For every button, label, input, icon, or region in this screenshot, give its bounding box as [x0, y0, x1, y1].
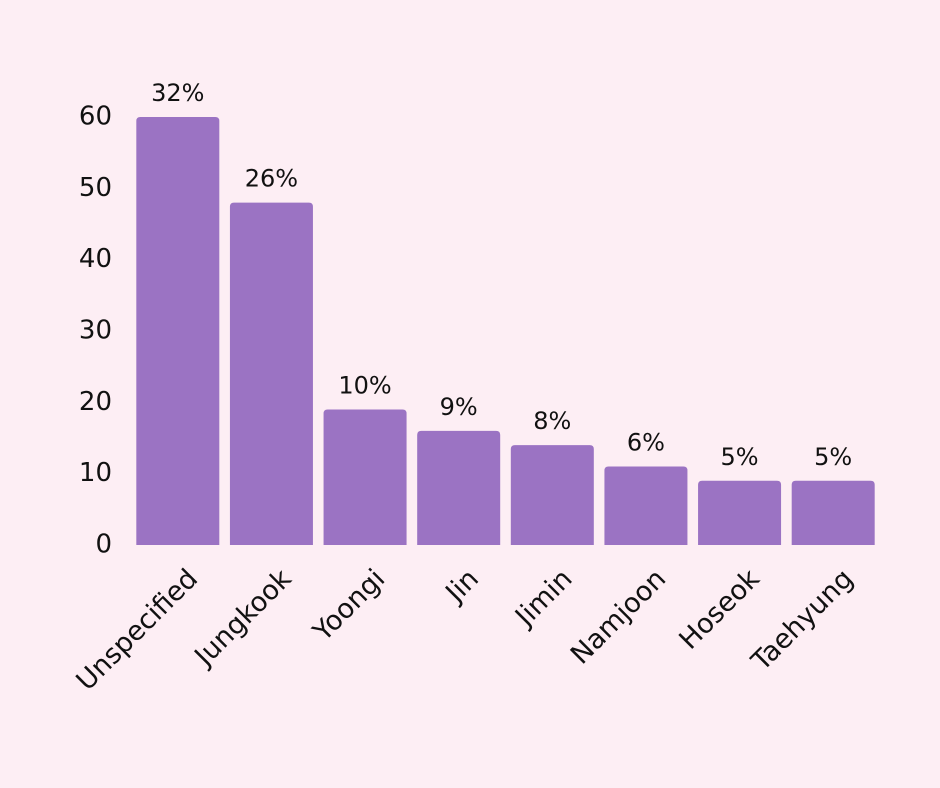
x-tick-label: Taehyung [745, 563, 859, 677]
bar [791, 480, 875, 545]
x-tick-label: Jimin [508, 563, 578, 633]
bar [604, 466, 688, 545]
x-tick-label: Jin [439, 563, 485, 609]
bar [136, 117, 220, 545]
bar [323, 409, 407, 545]
value-label: 6% [627, 429, 665, 457]
x-tick-label: Hoseok [673, 563, 766, 656]
value-label: 9% [440, 393, 478, 421]
y-tick-label: 30 [79, 316, 112, 346]
value-label: 26% [245, 165, 298, 193]
y-tick-label: 60 [79, 102, 112, 132]
value-label: 32% [151, 79, 204, 107]
y-tick-label: 0 [95, 530, 112, 560]
bar [229, 202, 313, 545]
value-label: 10% [338, 371, 391, 399]
value-label: 5% [814, 443, 852, 471]
value-label: 8% [533, 407, 571, 435]
y-tick-label: 20 [79, 387, 112, 417]
bar [510, 445, 594, 545]
bar [698, 480, 782, 545]
bar [417, 430, 501, 545]
x-tick-label: Yoongi [307, 563, 392, 648]
x-tick-label: Unspecified [71, 563, 204, 696]
y-tick-label: 50 [79, 173, 112, 203]
x-tick-label: Namjoon [565, 563, 672, 670]
value-label: 5% [721, 443, 759, 471]
x-tick-label: Jungkook [188, 563, 298, 673]
y-tick-label: 40 [79, 244, 112, 274]
y-tick-label: 10 [79, 458, 112, 488]
